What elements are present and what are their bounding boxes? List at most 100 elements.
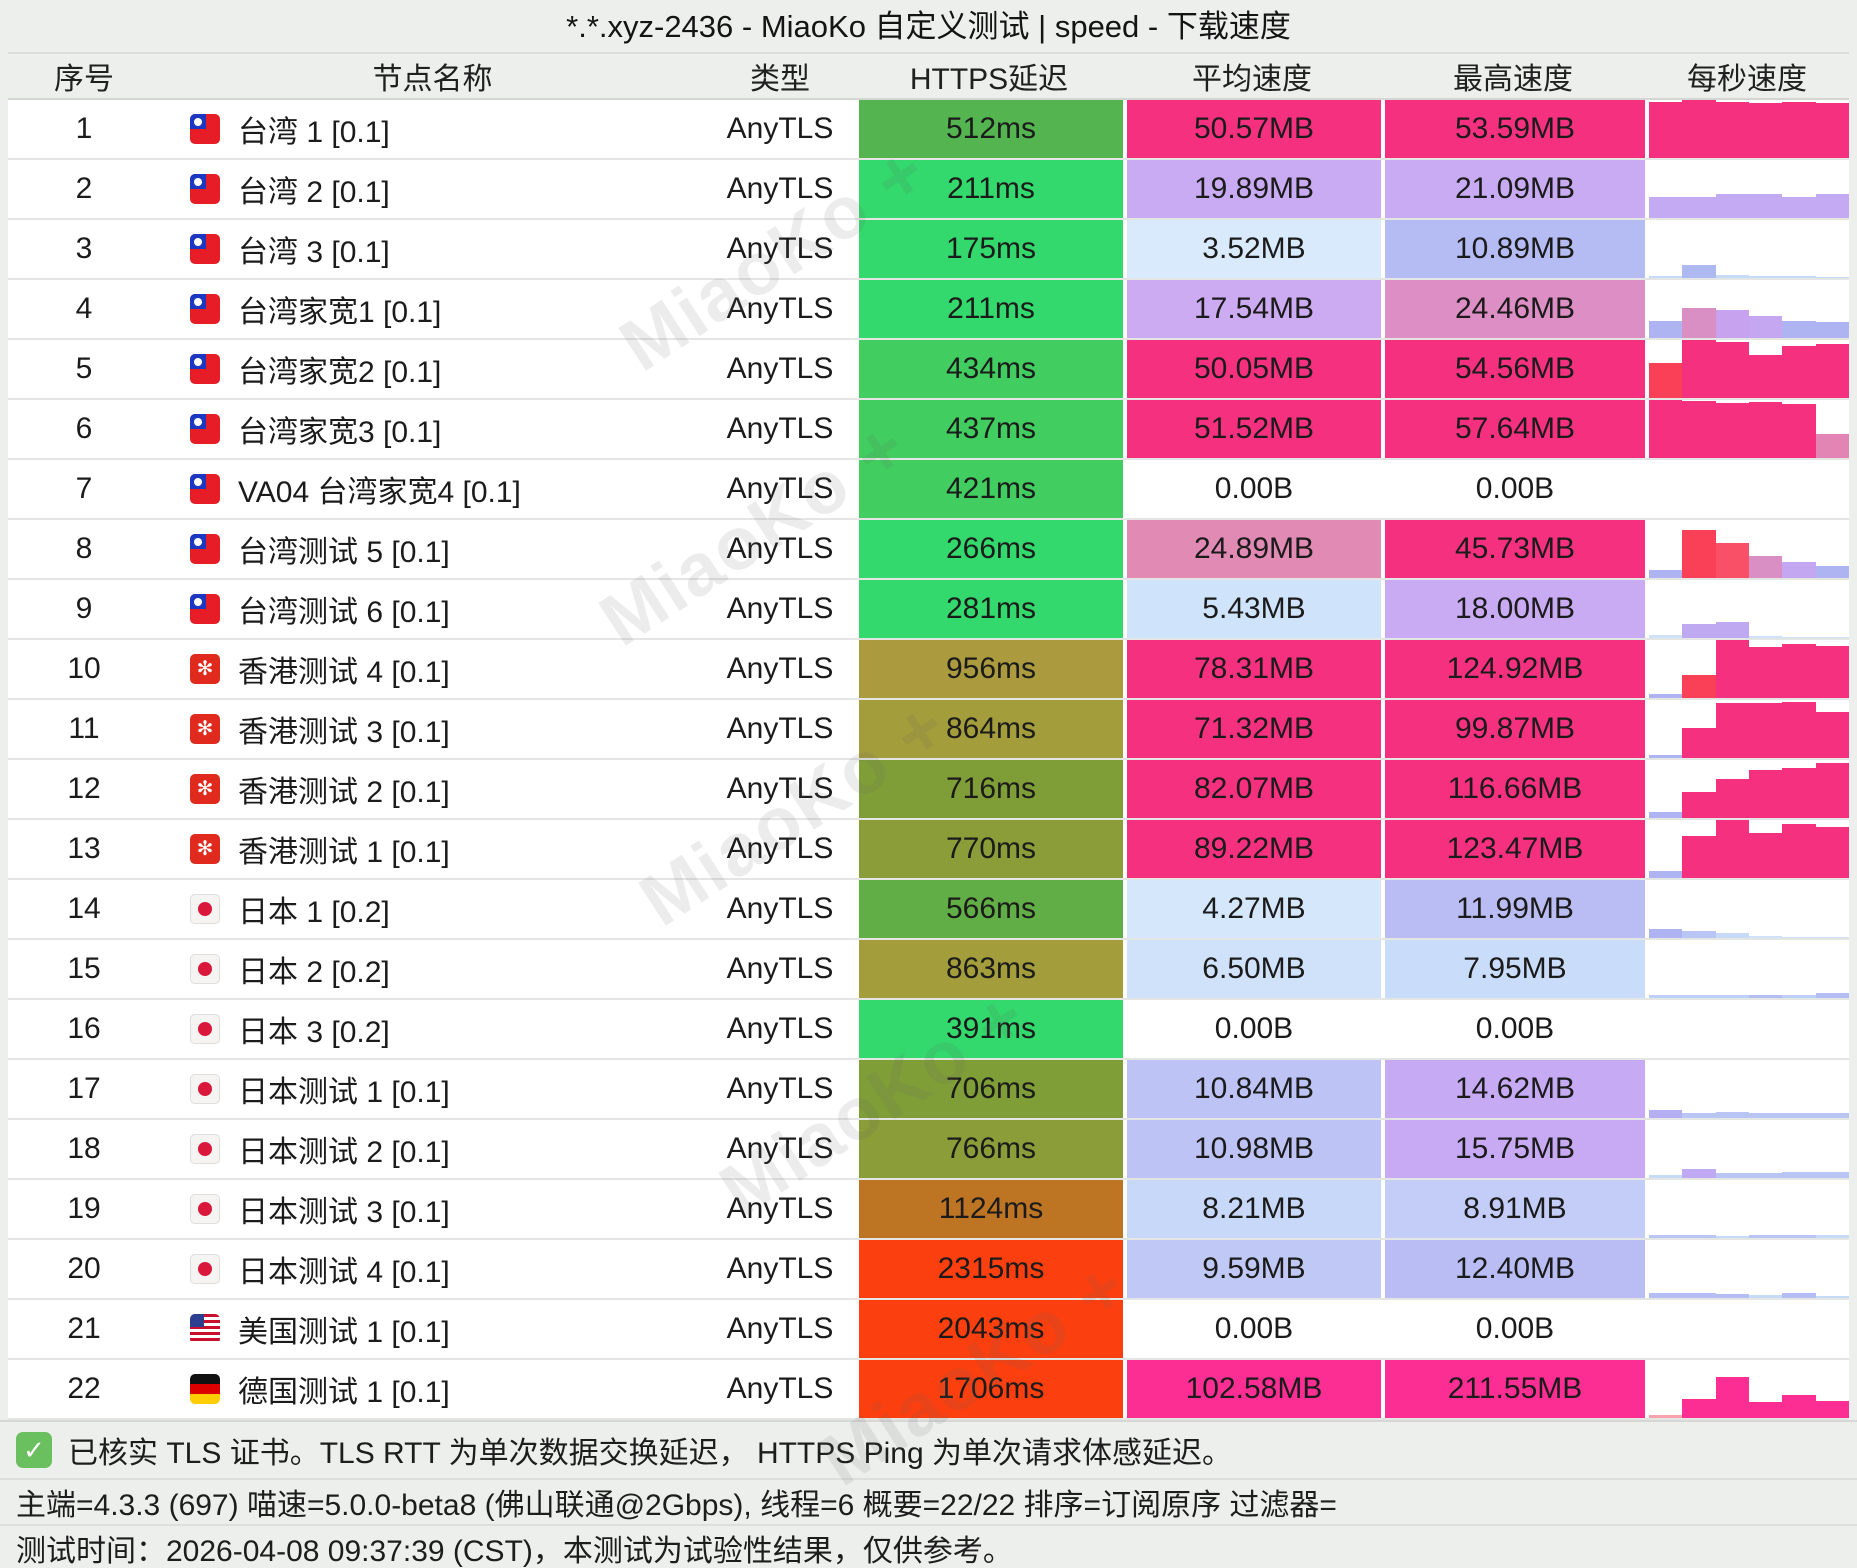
speed-bar	[1748, 770, 1783, 818]
table-row: 2 台湾 2 [0.1] AnyTLS 211ms 19.89MB 21.09M…	[8, 160, 1849, 220]
speed-bar	[1815, 321, 1849, 338]
node-type: AnyTLS	[726, 592, 834, 625]
row-index: 4	[75, 292, 93, 325]
node-type: AnyTLS	[726, 412, 834, 445]
speed-bar	[1748, 315, 1783, 338]
node-name: 香港测试 1 [0.1]	[238, 836, 450, 869]
tw-sun	[194, 357, 202, 366]
row-index: 6	[75, 412, 93, 445]
speed-bar	[1715, 102, 1749, 158]
speed-bar	[1815, 762, 1849, 818]
speed-bar	[1748, 646, 1783, 698]
speed-bar	[1815, 636, 1849, 638]
row-index: 5	[75, 352, 93, 385]
speed-bar	[1815, 276, 1849, 278]
speed-bar	[1715, 1235, 1749, 1238]
speed-bar	[1649, 197, 1683, 218]
speed-bar	[1715, 341, 1749, 398]
table-row: 19 日本测试 3 [0.1] AnyTLS 1124ms 8.21MB 8.9…	[8, 1180, 1849, 1240]
avg-speed-cell: 10.98MB	[1123, 1120, 1381, 1178]
speed-bar	[1782, 936, 1816, 938]
https-latency-cell: 863ms	[855, 940, 1123, 998]
row-index: 16	[67, 1012, 101, 1045]
per-second-speed-chart	[1645, 1120, 1849, 1178]
node-name: 香港测试 4 [0.1]	[238, 656, 450, 689]
speed-bar	[1748, 103, 1783, 158]
speed-bar	[1682, 1293, 1716, 1298]
max-speed-cell: 99.87MB	[1381, 700, 1645, 758]
speed-bar	[1782, 1172, 1816, 1178]
node-type: AnyTLS	[726, 772, 834, 805]
node-type: AnyTLS	[726, 1132, 834, 1165]
avg-speed-cell: 51.52MB	[1123, 400, 1381, 458]
node-type: AnyTLS	[726, 232, 834, 265]
row-index: 17	[67, 1072, 101, 1105]
node-name-cell: 台湾家宽2 [0.1]	[160, 340, 705, 398]
speed-bar	[1815, 1113, 1849, 1118]
speed-bar	[1682, 530, 1716, 578]
avg-speed-cell: 89.22MB	[1123, 820, 1381, 878]
tw-canton	[190, 234, 206, 249]
speed-bar	[1815, 433, 1849, 458]
speed-bar	[1649, 320, 1683, 338]
per-second-speed-chart	[1645, 1240, 1849, 1298]
speed-bar	[1782, 1292, 1816, 1298]
node-name-cell: 台湾测试 5 [0.1]	[160, 520, 705, 578]
table-row: 14 日本 1 [0.2] AnyTLS 566ms 4.27MB 11.99M…	[8, 880, 1849, 940]
speed-bar	[1682, 264, 1716, 278]
max-speed-cell: 45.73MB	[1381, 520, 1645, 578]
per-second-speed-chart	[1645, 1000, 1849, 1058]
node-type: AnyTLS	[726, 1252, 834, 1285]
per-second-speed-chart	[1645, 580, 1849, 638]
table-row: 15 日本 2 [0.2] AnyTLS 863ms 6.50MB 7.95MB	[8, 940, 1849, 1000]
node-type: AnyTLS	[726, 112, 834, 145]
https-latency-cell: 770ms	[855, 820, 1123, 878]
https-latency-cell: 437ms	[855, 400, 1123, 458]
node-name-cell: 台湾测试 6 [0.1]	[160, 580, 705, 638]
avg-speed-cell: 102.58MB	[1123, 1360, 1381, 1418]
speed-bar	[1682, 1112, 1716, 1118]
flag-tw-icon	[190, 114, 220, 144]
flag-tw-icon	[190, 414, 220, 444]
tw-canton	[190, 534, 206, 549]
row-index: 3	[75, 232, 93, 265]
max-speed-cell: 14.62MB	[1381, 1060, 1645, 1118]
table-row: 12 ✻ 香港测试 2 [0.1] AnyTLS 716ms 82.07MB 1…	[8, 760, 1849, 820]
table-row: 22 德国测试 1 [0.1] AnyTLS 1706ms 102.58MB 2…	[8, 1360, 1849, 1420]
table-row: 10 ✻ 香港测试 4 [0.1] AnyTLS 956ms 78.31MB 1…	[8, 640, 1849, 700]
avg-speed-cell: 3.52MB	[1123, 220, 1381, 278]
https-latency-cell: 421ms	[855, 460, 1123, 518]
speed-bar	[1782, 404, 1816, 458]
speed-bar	[1715, 995, 1749, 998]
speed-bar	[1649, 1110, 1683, 1118]
avg-speed-cell: 17.54MB	[1123, 280, 1381, 338]
node-name: 台湾家宽3 [0.1]	[238, 416, 442, 449]
speed-bar	[1649, 1292, 1683, 1298]
speed-bar	[1748, 1402, 1783, 1418]
column-header-avg-speed: 平均速度	[1192, 63, 1312, 96]
speed-bar	[1715, 310, 1749, 338]
speed-bar	[1682, 340, 1716, 398]
node-name-cell: 美国测试 1 [0.1]	[160, 1300, 705, 1358]
per-second-speed-chart	[1645, 220, 1849, 278]
speed-bar	[1782, 1394, 1816, 1418]
speed-bar	[1782, 767, 1816, 818]
node-name: 台湾 2 [0.1]	[238, 176, 390, 209]
flag-de-icon	[190, 1374, 220, 1404]
jp-sun	[198, 1142, 212, 1156]
avg-speed-cell: 8.21MB	[1123, 1180, 1381, 1238]
speed-bar	[1748, 1234, 1783, 1238]
speed-bar	[1715, 1112, 1749, 1118]
node-type: AnyTLS	[726, 652, 834, 685]
per-second-speed-chart	[1645, 280, 1849, 338]
speed-bar	[1649, 400, 1683, 458]
https-latency-cell: 706ms	[855, 1060, 1123, 1118]
tw-sun	[194, 417, 202, 426]
speed-bar	[1682, 727, 1716, 758]
node-name-cell: 日本测试 4 [0.1]	[160, 1240, 705, 1298]
tw-canton	[190, 594, 206, 609]
us-canton	[190, 1314, 204, 1327]
tw-canton	[190, 294, 206, 309]
node-type: AnyTLS	[726, 472, 834, 505]
per-second-speed-chart	[1645, 700, 1849, 758]
